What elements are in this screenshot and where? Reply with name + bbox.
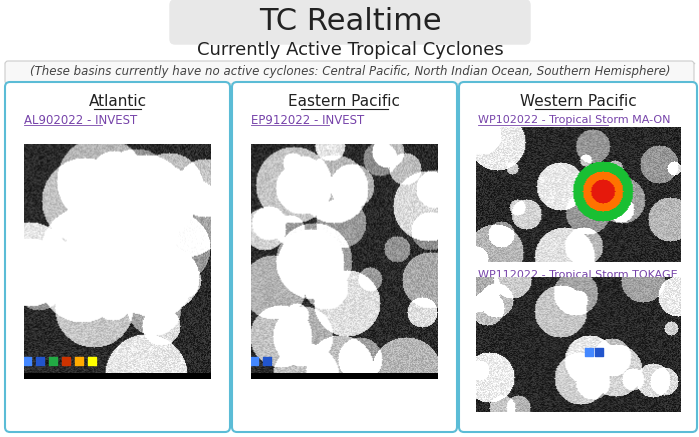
Point [34, 357, 45, 364]
Text: Western Pacific: Western Pacific [519, 94, 636, 110]
Text: (These basins currently have no active cyclones: Central Pacific, North Indian O: (These basins currently have no active c… [30, 66, 670, 79]
Point [73, 357, 85, 364]
Text: TC Realtime: TC Realtime [259, 7, 441, 35]
Point [261, 357, 273, 364]
Point [248, 357, 259, 364]
Point [48, 357, 59, 364]
Point [583, 348, 594, 355]
Point [22, 357, 33, 364]
Text: WP102022 - Tropical Storm MA-ON: WP102022 - Tropical Storm MA-ON [478, 115, 670, 125]
FancyBboxPatch shape [5, 61, 694, 84]
Text: EP912022 - INVEST: EP912022 - INVEST [251, 114, 364, 126]
FancyBboxPatch shape [459, 82, 697, 432]
Point [87, 357, 98, 364]
Text: Eastern Pacific: Eastern Pacific [289, 94, 401, 110]
FancyBboxPatch shape [5, 82, 230, 432]
Text: WP112022 - Tropical Storm TOKAGE: WP112022 - Tropical Storm TOKAGE [478, 270, 677, 280]
Point [593, 348, 604, 355]
FancyBboxPatch shape [232, 82, 457, 432]
Text: Currently Active Tropical Cyclones: Currently Active Tropical Cyclones [196, 41, 503, 59]
Text: Atlantic: Atlantic [89, 94, 147, 110]
Text: AL902022 - INVEST: AL902022 - INVEST [24, 114, 137, 126]
FancyBboxPatch shape [170, 0, 530, 44]
Point [60, 357, 71, 364]
